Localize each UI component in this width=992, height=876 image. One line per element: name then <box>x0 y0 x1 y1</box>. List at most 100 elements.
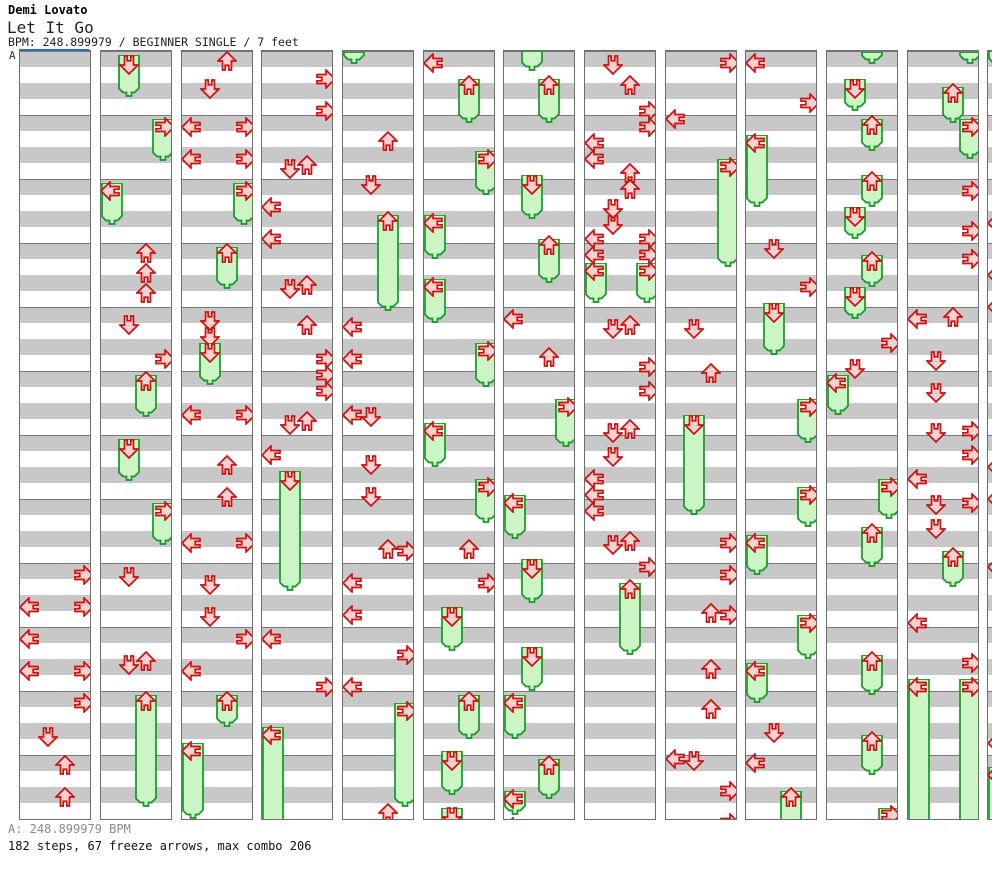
arrow-right-icon <box>716 563 736 587</box>
arrow-right-icon <box>232 179 252 203</box>
chart-meta: BPM: 248.899979 / BEGINNER SINGLE / 7 fe… <box>8 35 299 49</box>
arrow-down-icon <box>601 443 625 468</box>
arrow-left-icon <box>988 731 992 755</box>
arrow-up-icon <box>779 786 803 811</box>
arrow-down-icon <box>843 203 867 228</box>
arrow-up-icon <box>618 578 642 603</box>
arrow-left-icon <box>424 275 447 299</box>
arrow-right-icon <box>716 779 736 803</box>
arrow-right-icon <box>70 659 90 683</box>
arrow-left-icon <box>908 675 931 699</box>
arrow-left-icon <box>343 315 366 339</box>
arrow-down-icon <box>198 75 222 100</box>
arrow-right-icon <box>716 51 736 75</box>
arrow-right-icon <box>635 115 655 139</box>
arrow-right-icon <box>796 483 816 507</box>
arrow-right-icon <box>312 67 332 91</box>
arrow-up-icon <box>618 530 642 555</box>
chart-column <box>584 50 656 820</box>
arrow-left-icon <box>988 763 992 787</box>
arrow-up-icon <box>860 170 884 195</box>
arrow-left-icon <box>746 131 769 155</box>
arrow-right-icon <box>796 395 816 419</box>
chart-column <box>987 50 992 820</box>
freeze-arrow-body <box>521 51 543 77</box>
arrow-down-icon <box>762 719 786 744</box>
arrow-left-icon <box>666 107 689 131</box>
arrow-right-icon <box>554 395 574 419</box>
freeze-arrow-body <box>717 158 736 273</box>
arrow-left-icon <box>424 51 447 75</box>
arrow-up-icon <box>134 690 158 715</box>
arrow-up-icon <box>860 650 884 675</box>
arrow-right-icon <box>635 259 655 283</box>
arrow-up-icon <box>537 234 561 259</box>
arrow-left-icon <box>504 691 527 715</box>
arrow-right-icon <box>312 675 332 699</box>
arrow-up-icon <box>457 538 481 563</box>
arrow-down-icon <box>117 51 141 76</box>
arrow-left-icon <box>585 259 608 283</box>
arrow-left-icon <box>988 487 992 511</box>
arrow-right-icon <box>312 99 332 123</box>
freeze-arrow-body <box>182 742 204 819</box>
arrow-up-icon <box>376 802 400 819</box>
chart-column <box>261 50 333 820</box>
arrow-right-icon <box>393 699 413 723</box>
arrow-right-icon <box>635 227 655 251</box>
chart-column <box>100 50 172 820</box>
arrow-down-icon <box>440 803 464 819</box>
arrow-left-icon <box>182 147 205 171</box>
freeze-arrow-body <box>959 51 978 70</box>
freeze-arrow-body <box>988 51 992 73</box>
arrow-up-icon <box>941 82 965 107</box>
arrow-right-icon <box>958 219 978 243</box>
arrow-left-icon <box>20 595 43 619</box>
arrow-left-icon <box>504 307 527 331</box>
freeze-arrow-body <box>683 414 705 521</box>
freeze-arrow-body <box>746 134 768 213</box>
arrow-down-icon <box>843 283 867 308</box>
arrow-left-icon <box>343 403 366 427</box>
arrow-up-icon <box>376 210 400 235</box>
arrow-right-icon <box>474 339 494 363</box>
arrow-right-icon <box>312 363 332 387</box>
arrow-up-icon <box>860 114 884 139</box>
arrow-down-icon <box>682 315 706 340</box>
arrow-left-icon <box>746 51 769 75</box>
arrow-down-icon <box>278 467 302 492</box>
chart-column <box>665 50 737 820</box>
arrow-right-icon <box>635 99 655 123</box>
arrow-left-icon <box>182 659 205 683</box>
arrow-down-icon <box>36 723 60 748</box>
freeze-arrow-body <box>861 51 883 70</box>
freeze-arrow-body <box>908 678 930 819</box>
arrow-up-icon <box>134 262 158 287</box>
arrow-down-icon <box>117 563 141 588</box>
arrow-right-icon <box>796 91 816 115</box>
arrow-right-icon <box>393 539 413 563</box>
arrow-right-icon <box>70 563 90 587</box>
arrow-down-icon <box>601 51 625 76</box>
arrow-right-icon <box>232 403 252 427</box>
arrow-up-icon <box>457 74 481 99</box>
arrow-left-icon <box>182 403 205 427</box>
arrow-up-icon <box>699 658 723 683</box>
arrow-down-icon <box>924 379 948 404</box>
arrow-up-icon <box>860 730 884 755</box>
arrow-right-icon <box>958 179 978 203</box>
arrow-left-icon <box>504 787 527 811</box>
arrow-left-icon <box>988 455 992 479</box>
arrow-right-icon <box>393 643 413 667</box>
arrow-down-icon <box>117 311 141 336</box>
arrow-up-icon <box>699 362 723 387</box>
arrow-down-icon <box>843 75 867 100</box>
arrow-left-icon <box>746 659 769 683</box>
arrow-down-icon <box>278 275 302 300</box>
arrow-right-icon <box>958 675 978 699</box>
arrow-right-icon <box>635 243 655 267</box>
arrow-down-icon <box>762 235 786 260</box>
arrow-up-icon <box>537 754 561 779</box>
arrow-right-icon <box>716 155 736 179</box>
